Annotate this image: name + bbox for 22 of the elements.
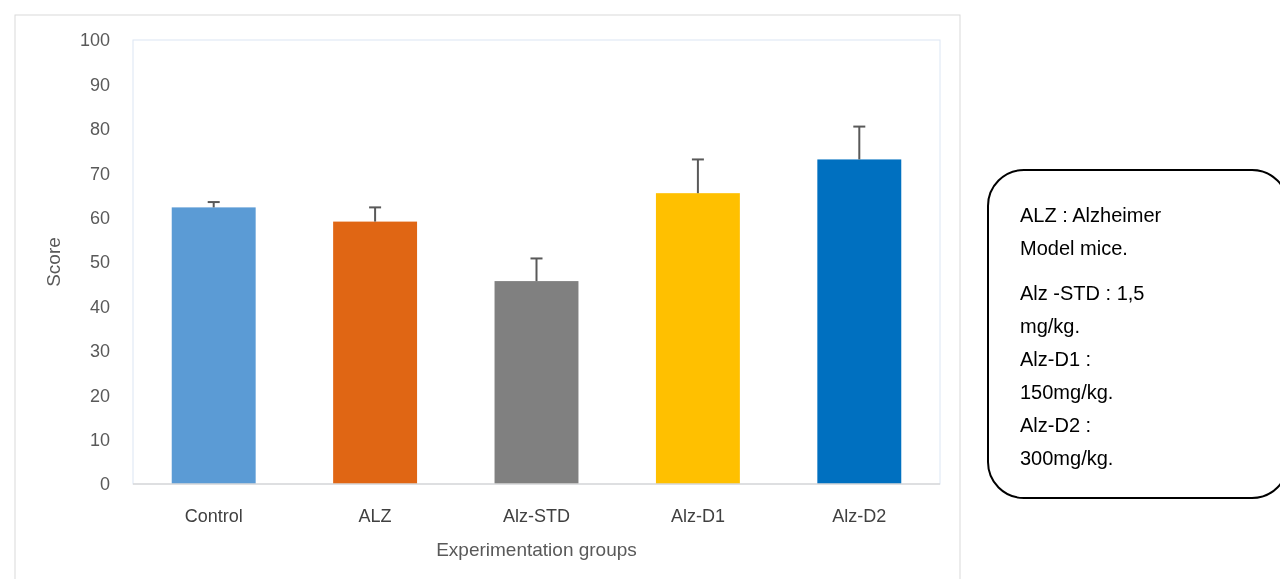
y-tick-label: 20 [89, 385, 110, 406]
x-axis-title: Experimentation groups [436, 539, 637, 560]
y-tick-label: 10 [89, 429, 110, 450]
y-tick-label: 30 [89, 341, 110, 362]
y-tick-label: 60 [89, 207, 110, 228]
y-tick-label: 100 [79, 30, 110, 51]
y-tick-label: 40 [89, 296, 110, 317]
text: Alz-D2 : 300mg/kg. [1020, 414, 1114, 469]
x-tick-label: ALZ [358, 506, 392, 526]
x-tick-label: Control [184, 506, 243, 526]
text: Alz -STD : 1,5 mg/kg. [1020, 282, 1145, 337]
x-tick-label: Alz-D2 [832, 506, 887, 526]
y-tick-label: 70 [89, 163, 110, 184]
x-tick-label: Alz-STD [503, 506, 570, 526]
y-tick-label: 80 [89, 119, 110, 140]
text: Alz-D1 : 150mg/kg. [1020, 348, 1114, 403]
text: ALZ : Alzheimer Model mice. [1020, 204, 1162, 259]
x-tick-label: Alz-D1 [670, 506, 725, 526]
y-tick-label: 0 [99, 474, 110, 495]
y-tick-label: 90 [89, 74, 110, 95]
y-axis-title: Score [43, 237, 64, 287]
y-tick-label: 50 [89, 252, 110, 273]
